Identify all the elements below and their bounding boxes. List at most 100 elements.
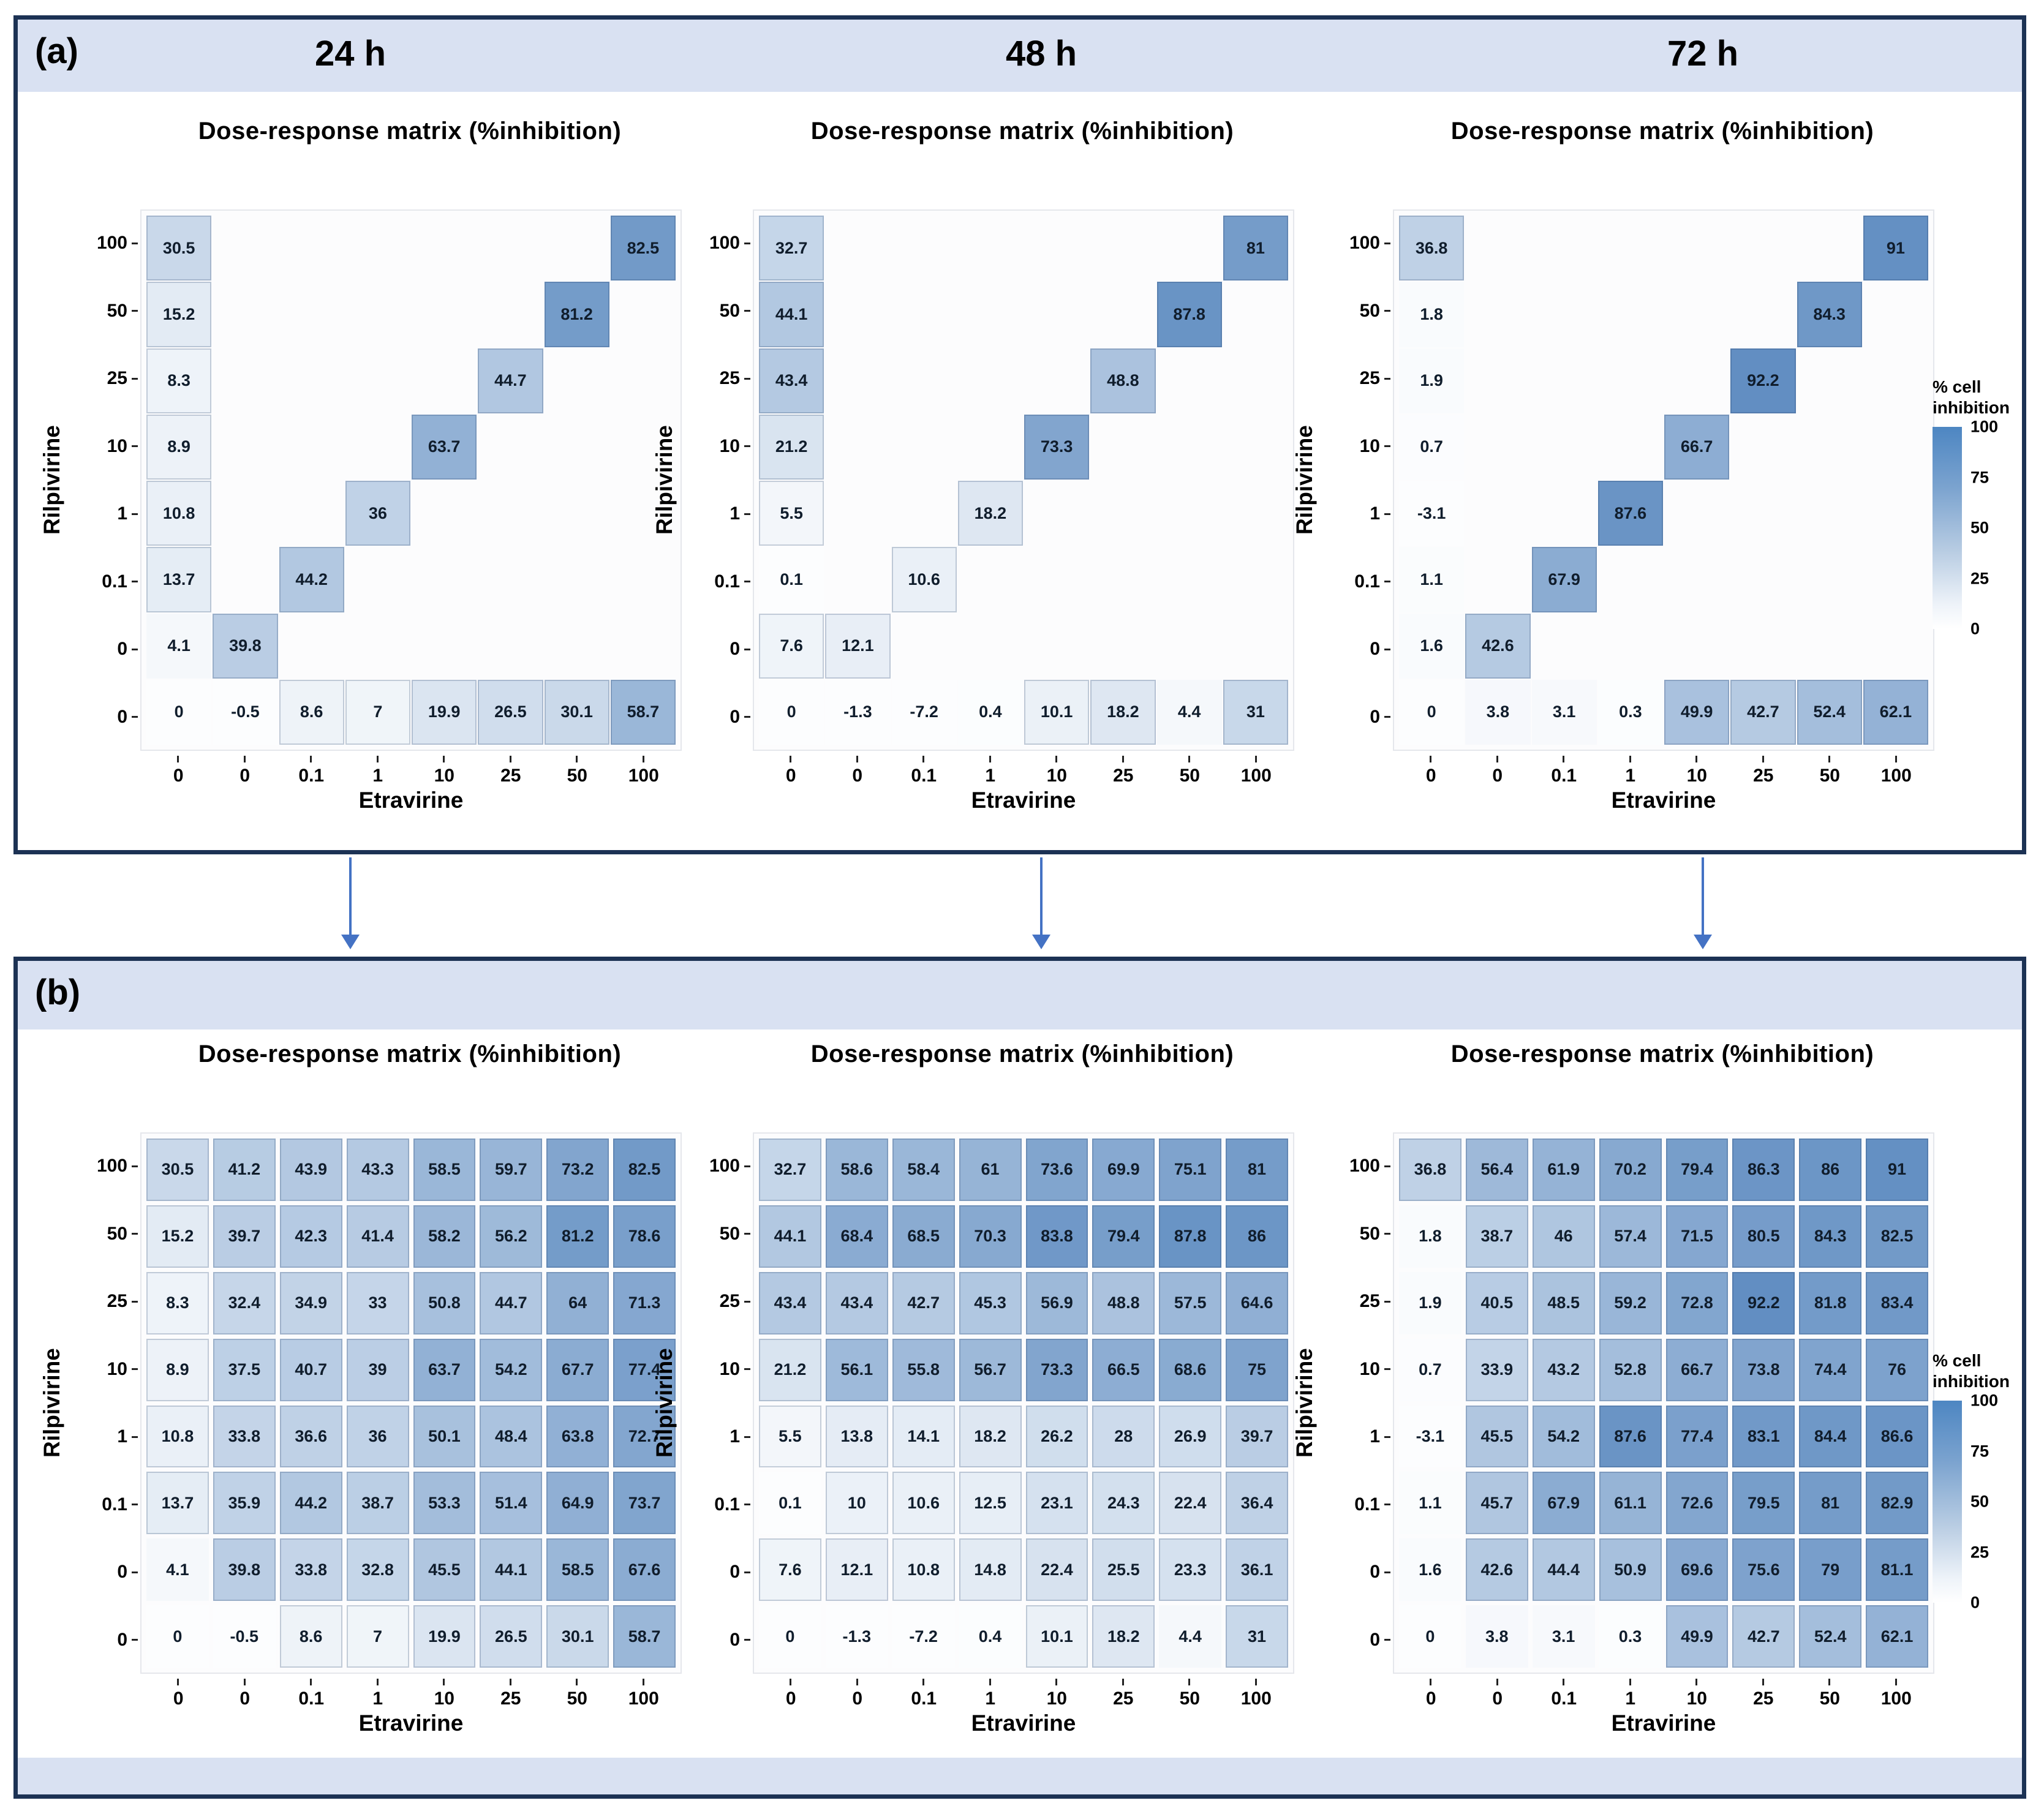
heatmap-cell: 84.3: [1799, 1205, 1862, 1268]
heatmap-cell: [545, 216, 609, 280]
heatmap-cell: 36: [345, 481, 410, 546]
heatmap-cell: [1223, 282, 1288, 347]
heatmap-cell: [279, 348, 344, 413]
heatmap-cell: 39.7: [1226, 1405, 1288, 1468]
heatmap-cell: 84.4: [1799, 1405, 1862, 1468]
heatmap-cell: 48.4: [480, 1405, 543, 1468]
heatmap-cell: 30.5: [146, 1139, 209, 1201]
heatmap-cell: 81: [1223, 216, 1288, 281]
heatmap-cell: 51.4: [480, 1472, 543, 1535]
heatmap-cell: [478, 415, 543, 480]
y-tick-label: 1: [66, 1403, 138, 1471]
x-tick-label: 25: [478, 756, 545, 786]
y-tick-label: 50: [1318, 1200, 1390, 1268]
x-tick-label: 10: [1024, 1679, 1090, 1709]
panel-b-header-strip: [18, 961, 2022, 1029]
y-tick-label: 0: [678, 1538, 750, 1606]
heatmap-cell: [1598, 415, 1663, 480]
heatmap-cell: [1465, 282, 1530, 347]
x-tick-label: 0: [1398, 1679, 1465, 1709]
legend-tick-label: 50: [1970, 1492, 1989, 1511]
heatmap-cell: [1730, 547, 1795, 612]
x-tick-label: 0: [824, 1679, 891, 1709]
y-tick-label: 10: [1318, 1336, 1390, 1404]
heatmap-cell: 52.4: [1797, 679, 1862, 745]
heatmap-cell: 7.6: [759, 1538, 821, 1602]
heatmap-cell: 26.5: [480, 1605, 543, 1668]
heatmap-cell: [1090, 547, 1155, 612]
heatmap-cell: [1863, 415, 1928, 480]
heatmap-cell: 18.2: [1092, 1605, 1155, 1668]
heatmap-cell: 44.1: [759, 1205, 821, 1268]
heatmap-cell: [892, 216, 957, 280]
x-tick-label: 25: [1730, 756, 1797, 786]
heatmap-cell: [545, 415, 609, 480]
heatmap-cell: [478, 216, 543, 280]
heatmap-cell: 18.2: [1090, 679, 1156, 745]
y-tick-label: 100: [678, 209, 750, 277]
heatmap-cell: 77.4: [1665, 1405, 1729, 1468]
heatmap-cell: 78.6: [613, 1205, 676, 1268]
heatmap-cell: [1863, 481, 1928, 546]
heatmap-cell: [1863, 614, 1928, 679]
heatmap-cell: 80.5: [1732, 1205, 1795, 1268]
y-tick-label: 100: [678, 1132, 750, 1200]
heatmap-cell: 0.1: [759, 547, 824, 612]
heatmap-cell: 36.8: [1399, 216, 1465, 281]
y-tick-label: 25: [678, 345, 750, 413]
legend-gradient-bar: [1933, 1401, 1962, 1603]
heatmap-cell: 73.2: [546, 1139, 609, 1201]
heatmap-cell: 48.8: [1092, 1271, 1155, 1334]
y-tick-label: 0.1: [66, 1471, 138, 1539]
x-tick-label: 100: [1863, 1679, 1930, 1709]
heatmap-cell: 41.4: [346, 1205, 409, 1268]
heatmap-cell: 23.1: [1025, 1472, 1088, 1535]
heatmap-cell: 4.1: [146, 613, 212, 679]
legend-tick-label: 0: [1970, 619, 1980, 638]
heatmap-cell: 72.8: [1665, 1271, 1729, 1334]
heatmap-cell: [412, 481, 477, 546]
heatmap-cell: 10.1: [1025, 1605, 1088, 1668]
y-tick-label: 0.1: [66, 548, 138, 616]
heatmap-cell: 0.4: [957, 679, 1023, 745]
heatmap-cell: [1664, 481, 1729, 546]
heatmap-cell: 25.5: [1092, 1538, 1155, 1602]
heatmap-cell: [1730, 415, 1795, 480]
heatmap-cell: [478, 282, 543, 347]
color-legend: % cell inhibition 100 75 50 25 0: [1933, 377, 2024, 638]
heatmap-cell: 83.8: [1025, 1205, 1088, 1268]
heatmap-cell: 91: [1863, 216, 1928, 281]
heatmap-cell: 53.3: [413, 1472, 476, 1535]
heatmap-cell: 64.6: [1226, 1271, 1288, 1334]
heatmap-cell: 68.5: [892, 1205, 955, 1268]
heatmap-cell: 39.8: [213, 1538, 276, 1602]
x-tick-label: 0: [1465, 756, 1531, 786]
heatmap-cell: 86.3: [1732, 1139, 1795, 1201]
y-tick-label: 0: [1318, 1606, 1390, 1674]
heatmap-panel-b-48h: Dose-response matrix (%inhibition) Rilpiv…: [649, 1041, 1310, 1739]
heatmap-cell: 33.9: [1465, 1338, 1528, 1401]
heatmap-cell: [412, 547, 477, 612]
heatmap-cell: 45.5: [1465, 1405, 1528, 1468]
y-tick-label: 0.1: [678, 1471, 750, 1539]
chart-title: Dose-response matrix (%inhibition): [810, 118, 1234, 145]
x-tick-label: 100: [1223, 1679, 1290, 1709]
heatmap-cell: 50.9: [1599, 1538, 1662, 1602]
heatmap-cell: 8.6: [279, 679, 344, 745]
heatmap-cell: 87.8: [1159, 1205, 1222, 1268]
heatmap-cell: 83.1: [1732, 1405, 1795, 1468]
heatmap-cell: [1024, 216, 1089, 280]
heatmap-cell: 81: [1226, 1139, 1288, 1201]
heatmap-cell: [412, 216, 477, 280]
heatmap-cell: 75.1: [1159, 1139, 1222, 1201]
heatmap-panel-a-24h: Dose-response matrix (%inhibition) Rilpiv…: [36, 118, 698, 816]
y-axis-ticks: 100 50 25 10 1 0.1 0 0: [678, 1132, 750, 1674]
heatmap-cell: 81.1: [1866, 1538, 1928, 1602]
heatmap-grid: 32.7 58.6 58.4 61 73.6 69.9 75.1 81 44.1 68.4 68.5…: [753, 1132, 1294, 1674]
heatmap-cell: 49.9: [1665, 1605, 1729, 1668]
heatmap-panel-b-24h: Dose-response matrix (%inhibition) Rilpiv…: [36, 1041, 698, 1739]
heatmap-cell: -3.1: [1399, 481, 1465, 546]
heatmap-cell: [958, 216, 1023, 280]
heatmap-cell: [1157, 348, 1222, 413]
heatmap-cell: 10.8: [146, 481, 212, 546]
